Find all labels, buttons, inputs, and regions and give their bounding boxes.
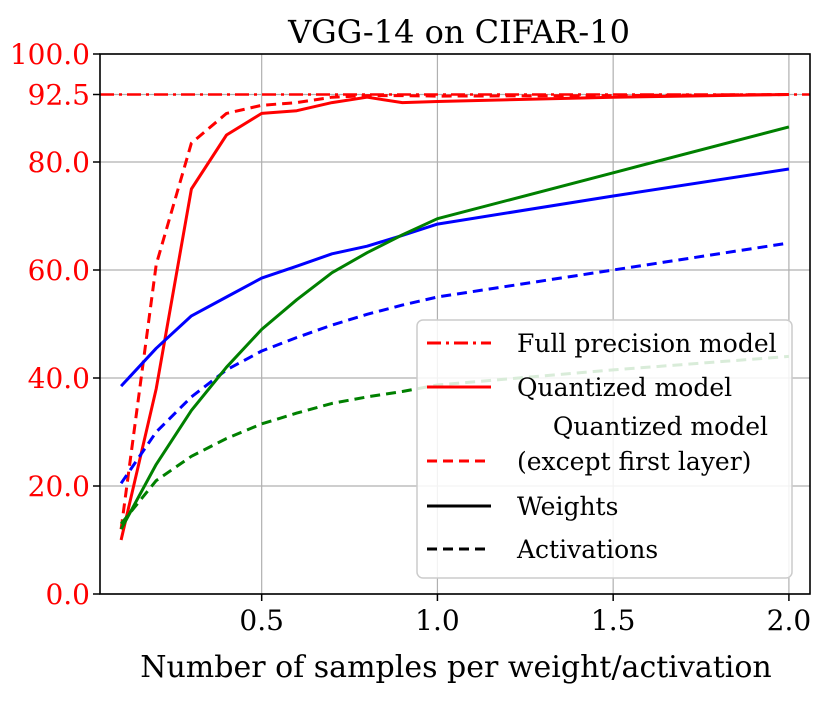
series-line-green-solid (119, 125, 790, 530)
series-line-blue-dashed (119, 241, 790, 485)
y-tick-label: 20.0 (28, 470, 90, 503)
series-line-red-solid (119, 93, 789, 541)
series-line-red-dashed (119, 93, 789, 530)
x-tick-label: 1.0 (415, 604, 460, 637)
x-axis-ticks: 0.5 1.0 1.5 2.0 (239, 594, 811, 637)
x-tick-label: 1.5 (591, 604, 636, 637)
y-tick-label: 0.0 (45, 578, 90, 611)
x-tick-label: 2.0 (767, 604, 812, 637)
legend-label: Full precision model (517, 329, 777, 358)
legend-label: Quantized model (517, 373, 732, 402)
chart-title: VGG-14 on CIFAR-10 (287, 13, 630, 51)
plot-area-frame (99, 53, 811, 595)
y-tick-label: 60.0 (28, 254, 90, 287)
legend: Full precision model Quantized model Quant… (416, 319, 793, 579)
x-axis-label: Number of samples per weight/activation (140, 650, 772, 685)
y-tick-label: 40.0 (28, 362, 90, 395)
series-line-blue-solid (120, 167, 790, 388)
y-axis-ticks: 0.0 20.0 40.0 60.0 80.0 92.5 100.0 (10, 38, 100, 611)
legend-label: Weights (517, 492, 618, 521)
x-tick-label: 0.5 (239, 604, 284, 637)
y-tick-label: 92.5 (28, 79, 90, 112)
y-tick-label: 100.0 (10, 38, 90, 71)
y-tick-label: 80.0 (28, 146, 90, 179)
series-layer (100, 93, 810, 541)
legend-label: Quantized model (553, 412, 768, 441)
legend-label: (except first layer) (517, 447, 751, 476)
legend-label: Activations (516, 535, 658, 564)
legend-box (416, 319, 793, 579)
